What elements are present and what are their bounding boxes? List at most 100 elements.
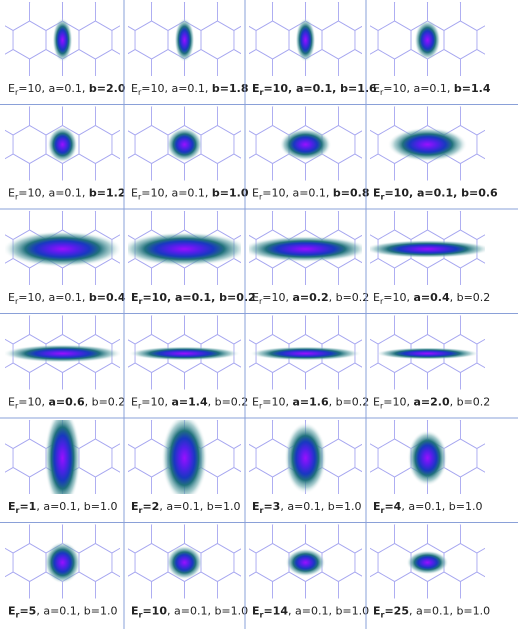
field-blob	[128, 232, 241, 266]
panel	[249, 524, 362, 599]
hex-cell	[510, 78, 518, 116]
hex-cell	[190, 21, 223, 59]
label-part: r	[139, 297, 143, 306]
hex-cell	[321, 20, 356, 60]
panel	[370, 382, 518, 506]
hex-cell	[29, 315, 63, 345]
hex-cell	[354, 234, 362, 264]
label-part: =10, a=0.1,	[18, 187, 89, 200]
label-part: , a=0.1, b=1.0	[280, 500, 361, 513]
label-part: r	[259, 193, 263, 202]
label-part: E	[373, 291, 380, 304]
hex-cell	[267, 21, 300, 59]
hex-cell	[459, 315, 485, 345]
label-part: E	[131, 291, 139, 304]
hex-cell	[95, 571, 120, 599]
label-part: E	[373, 605, 381, 618]
hex-cell	[459, 106, 485, 136]
label-part: E	[8, 82, 15, 95]
label-part: =4	[384, 500, 401, 513]
hex-cell	[345, 0, 378, 2]
field-blob	[52, 18, 73, 62]
hex-cell	[28, 2, 31, 3]
panel	[5, 315, 120, 390]
hex-cell	[94, 2, 97, 3]
panel-label: Er=1, a=0.1, b=1.0	[8, 500, 117, 515]
hex-cell	[510, 392, 518, 430]
hex-cell	[5, 315, 31, 345]
label-part: , b=0.2	[85, 396, 126, 409]
hex-cell	[216, 571, 241, 599]
hex-cell	[61, 2, 64, 3]
panel	[5, 106, 120, 181]
hex-cell	[255, 20, 290, 60]
hex-cell	[510, 382, 518, 420]
hex-cell	[493, 515, 518, 553]
label-part: r	[15, 297, 19, 306]
hex-cell	[95, 420, 120, 449]
hex-cell	[388, 0, 421, 2]
hex-cell	[370, 315, 396, 345]
hex-cell	[305, 315, 339, 345]
panel-label: Er=10, a=1.4, b=0.2	[131, 396, 248, 411]
hex-cell	[443, 543, 478, 582]
hex-cell	[370, 420, 396, 449]
hex-cell	[216, 362, 241, 390]
hex-cell	[200, 20, 235, 60]
panel-label: Er=2, a=0.1, b=1.0	[131, 500, 240, 515]
hex-cell	[12, 125, 47, 164]
hex-cell	[233, 443, 241, 473]
hex-cell	[443, 438, 478, 478]
hex-cell	[216, 153, 241, 181]
hex-cell	[443, 20, 478, 60]
hex-cell	[304, 2, 307, 3]
hex-cell	[476, 234, 485, 264]
label-part: =2	[142, 500, 159, 513]
panel	[370, 315, 518, 430]
hex-cell	[233, 25, 241, 55]
label-part: E	[373, 82, 380, 95]
hex-cell	[510, 21, 518, 59]
hex-cell	[427, 315, 461, 345]
hex-cell	[312, 0, 345, 2]
hex-cell	[249, 548, 257, 577]
hex-cell	[476, 25, 485, 55]
label-part: =10, a=0.1, b=0.2	[142, 291, 255, 304]
hex-cell	[150, 2, 153, 3]
hex-cell	[151, 315, 185, 345]
label-part: b=0.4	[89, 291, 126, 304]
hex-cell	[354, 25, 362, 55]
hex-cell	[337, 49, 362, 76]
label-part: b=2.0	[89, 82, 126, 95]
hex-cell	[394, 315, 428, 345]
label-part: a=1.4	[171, 396, 207, 409]
panel	[249, 315, 362, 390]
label-part: a=0.4	[413, 291, 449, 304]
label-part: a=1.6	[292, 396, 328, 409]
label-part: r	[139, 506, 143, 515]
label-part: E	[252, 291, 259, 304]
hex-cell	[207, 0, 240, 31]
hex-cell	[95, 467, 120, 494]
hex-cell	[459, 362, 485, 390]
label-part: =1	[19, 500, 36, 513]
field-blob	[166, 127, 203, 162]
label-part: E	[131, 500, 139, 513]
hex-cell	[200, 543, 235, 582]
field-blob	[161, 420, 208, 494]
hex-cell	[476, 547, 485, 578]
label-part: r	[381, 506, 385, 515]
field-blob	[44, 541, 81, 584]
panel	[249, 211, 362, 285]
hex-cell	[78, 543, 113, 582]
label-part: =10	[142, 605, 167, 618]
hex-cell	[234, 0, 267, 2]
hex-cell	[111, 338, 120, 369]
hex-cell	[493, 468, 518, 506]
panel-label: Er=10, a=0.4, b=0.2	[373, 291, 490, 306]
hex-cell	[272, 524, 306, 554]
panel	[128, 420, 241, 494]
panel	[128, 211, 241, 285]
panel-label: Er=10, a=0.1, b=1.0	[131, 605, 248, 620]
